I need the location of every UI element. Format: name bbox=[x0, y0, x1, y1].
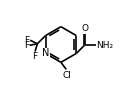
Text: F: F bbox=[33, 52, 38, 61]
Text: Cl: Cl bbox=[62, 71, 71, 80]
Text: F: F bbox=[25, 36, 30, 45]
Text: O: O bbox=[81, 24, 88, 33]
Text: N: N bbox=[42, 48, 49, 58]
Text: NH₂: NH₂ bbox=[96, 41, 114, 50]
Text: F: F bbox=[24, 41, 29, 50]
